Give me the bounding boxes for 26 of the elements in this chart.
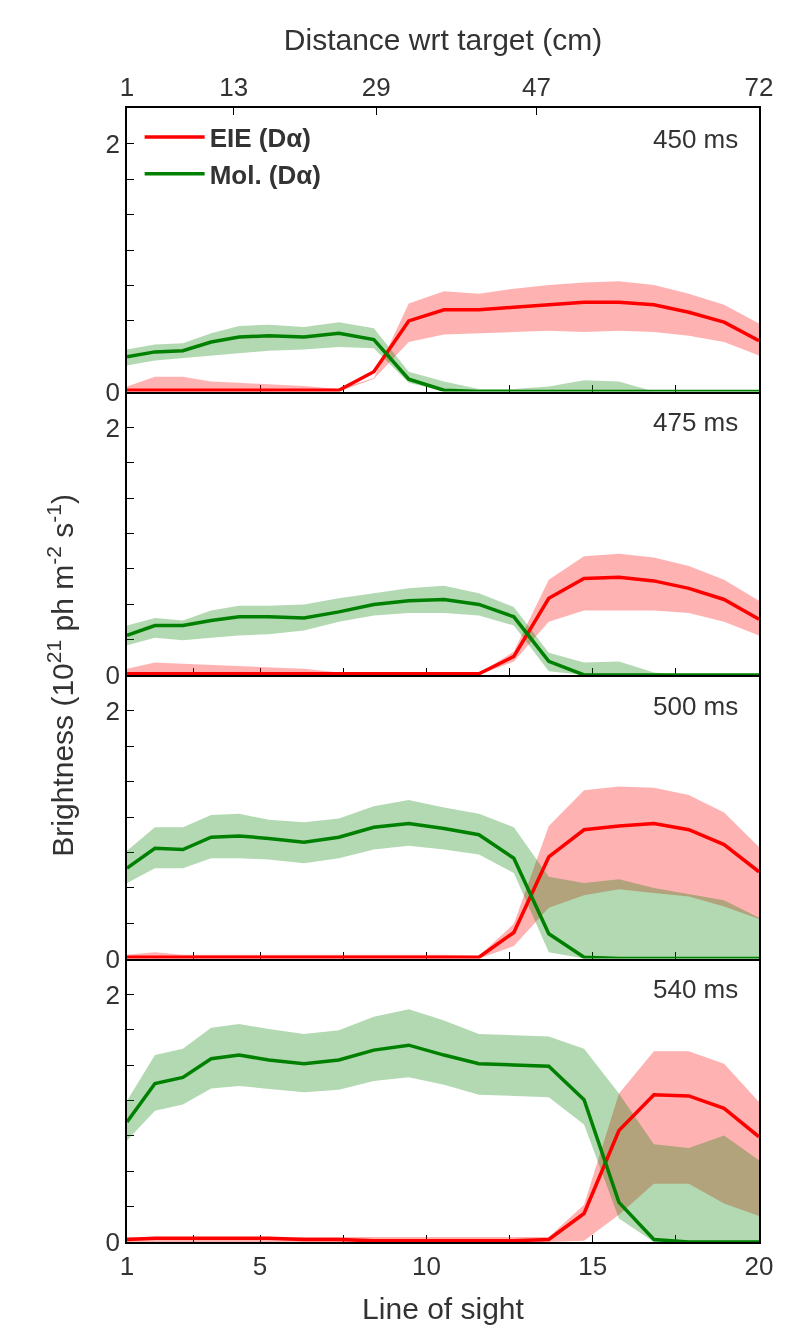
annotation: 500 ms	[653, 691, 739, 721]
x2-tick-label: 72	[744, 71, 774, 102]
x-tick-label: 5	[252, 1250, 268, 1281]
x-tick-label: 20	[744, 1250, 774, 1281]
x2-tick-label: 1	[119, 71, 135, 102]
y-tick-label: 2	[105, 696, 121, 726]
y-tick-label: 0	[105, 943, 121, 974]
x-tick-label: 1	[119, 1250, 135, 1281]
y-tick-label: 2	[105, 129, 121, 159]
y-tick-label: 0	[105, 660, 121, 691]
legend-label: Mol. (Dα)	[209, 160, 321, 191]
y-tick-label: 2	[105, 979, 121, 1010]
x-tick-label: 10	[411, 1250, 441, 1281]
legend-label: EIE (Dα)	[209, 123, 311, 154]
x2-tick-label: 13	[219, 71, 249, 102]
y-tick-label: 2	[105, 412, 121, 443]
annotation: 475 ms	[653, 407, 739, 437]
y-tick-label: 0	[105, 376, 121, 407]
x2-axis-title: Distance wrt target (cm)	[283, 23, 603, 57]
annotation: 540 ms	[653, 974, 739, 1004]
y-tick-label: 0	[105, 1227, 121, 1258]
x2-tick-label: 29	[361, 71, 391, 102]
x2-tick-label: 47	[522, 71, 551, 102]
x-tick-label: 15	[578, 1250, 608, 1281]
x-axis-title: Line of sight	[362, 1291, 525, 1325]
annotation: 450 ms	[653, 124, 739, 154]
